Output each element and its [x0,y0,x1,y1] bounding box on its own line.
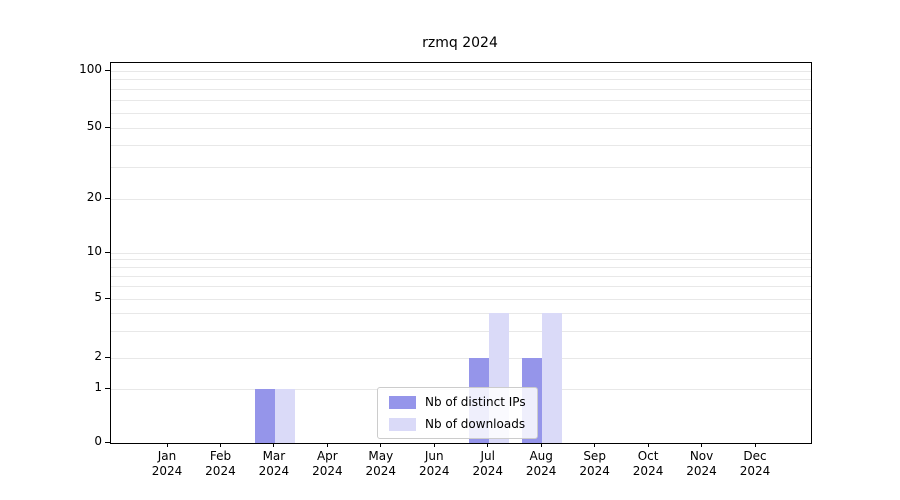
legend-swatch-downloads [389,417,416,431]
xtick-label-nov: Nov 2024 [662,449,742,479]
xtick-label-jun: Jun 2024 [394,449,474,479]
xtick-year-dec: 2024 [739,464,771,478]
xtick-year-feb: 2024 [205,464,236,478]
legend-swatch-distinct-ips [389,395,416,409]
xtick-month-jun: Jun [424,449,444,463]
legend-label-downloads: Nb of downloads [425,417,526,431]
gridline-y-5 [111,298,811,300]
gridline-y-70 [111,99,811,101]
xtick-year-aug: 2024 [525,464,557,478]
gridline-y-10 [111,252,811,254]
xtick-label-apr: Apr 2024 [287,449,367,479]
xtick-year-jan: 2024 [151,464,183,478]
bar-mar-downloads [274,389,295,443]
gridline-y-7 [111,276,811,278]
xtick-month-may: May [368,449,394,463]
gridline-y-2 [111,357,811,359]
gridline-y-40 [111,144,811,146]
xtick-label-feb: Feb 2024 [180,449,260,479]
xtick-mark-oct [647,443,649,447]
xtick-mark-nov [701,443,703,447]
ytick-mark-0 [105,441,110,443]
xtick-mark-sep [594,443,596,447]
xtick-mark-jan [166,443,168,447]
xtick-label-jul: Jul 2024 [448,449,528,479]
ytick-label-1: 1 [94,380,102,394]
xtick-year-may: 2024 [365,464,397,478]
gridline-y-60 [111,112,811,114]
ytick-mark-1 [105,387,110,389]
xtick-label-sep: Sep 2024 [555,449,635,479]
xtick-year-sep: 2024 [579,464,610,478]
xtick-month-jul: Jul [480,449,495,463]
legend-item-distinct-ips: Nb of distinct IPs [389,395,526,409]
xtick-mark-feb [219,443,221,447]
xtick-month-oct: Oct [637,449,659,463]
xtick-label-dec: Dec 2024 [715,449,795,479]
xtick-year-nov: 2024 [686,464,717,478]
gridline-y-20 [111,198,811,200]
gridline-y-100 [111,70,811,72]
xtick-label-may: May 2024 [341,449,421,479]
xtick-mark-mar [273,443,275,447]
gridline-y-6 [111,286,811,288]
chart-title: rzmq 2024 [422,35,498,51]
xtick-mark-apr [326,443,328,447]
xtick-label-aug: Aug 2024 [501,449,581,479]
xtick-month-mar: Mar [262,449,286,463]
ytick-label-10: 10 [86,244,102,258]
ytick-label-0: 0 [94,434,102,448]
plot-area: Nb of distinct IPs Nb of downloads [110,62,812,444]
xtick-label-oct: Oct 2024 [608,449,688,479]
ytick-mark-2 [105,356,110,358]
bar-aug-downloads [542,313,563,443]
xtick-month-jan: Jan [157,449,177,463]
gridline-y-90 [111,79,811,81]
xtick-month-apr: Apr [316,449,338,463]
ytick-label-5: 5 [94,290,102,304]
xtick-year-apr: 2024 [312,464,343,478]
bar-mar-distinct-ips [254,389,275,443]
gridline-y-30 [111,167,811,169]
xtick-year-oct: 2024 [632,464,664,478]
legend-item-downloads: Nb of downloads [389,417,526,431]
xtick-label-jan: Jan 2024 [127,449,207,479]
gridline-y-8 [111,267,811,269]
xtick-label-mar: Mar 2024 [234,449,314,479]
ytick-label-50: 50 [86,119,102,133]
xtick-month-feb: Feb [209,449,232,463]
ytick-mark-5 [105,297,110,299]
ytick-label-2: 2 [94,349,102,363]
legend-label-distinct-ips: Nb of distinct IPs [425,395,526,409]
xtick-month-sep: Sep [583,449,606,463]
ytick-label-20: 20 [86,190,102,204]
ytick-mark-50 [105,126,110,128]
xtick-mark-aug [540,443,542,447]
gridline-y-50 [111,127,811,129]
xtick-year-jun: 2024 [418,464,450,478]
xtick-mark-may [380,443,382,447]
xtick-month-aug: Aug [529,449,553,463]
gridline-y-3 [111,331,811,333]
gridline-y-80 [111,88,811,90]
ytick-label-100: 100 [79,62,102,76]
xtick-year-mar: 2024 [258,464,290,478]
ytick-mark-10 [105,251,110,253]
legend: Nb of distinct IPs Nb of downloads [377,387,538,439]
gridline-y-4 [111,312,811,314]
xtick-mark-dec [754,443,756,447]
ytick-mark-20 [105,197,110,199]
xtick-month-dec: Dec [743,449,767,463]
xtick-mark-jul [487,443,489,447]
ytick-mark-100 [105,69,110,71]
xtick-mark-jun [433,443,435,447]
gridline-y-9 [111,259,811,261]
xtick-month-nov: Nov [689,449,714,463]
xtick-year-jul: 2024 [472,464,503,478]
